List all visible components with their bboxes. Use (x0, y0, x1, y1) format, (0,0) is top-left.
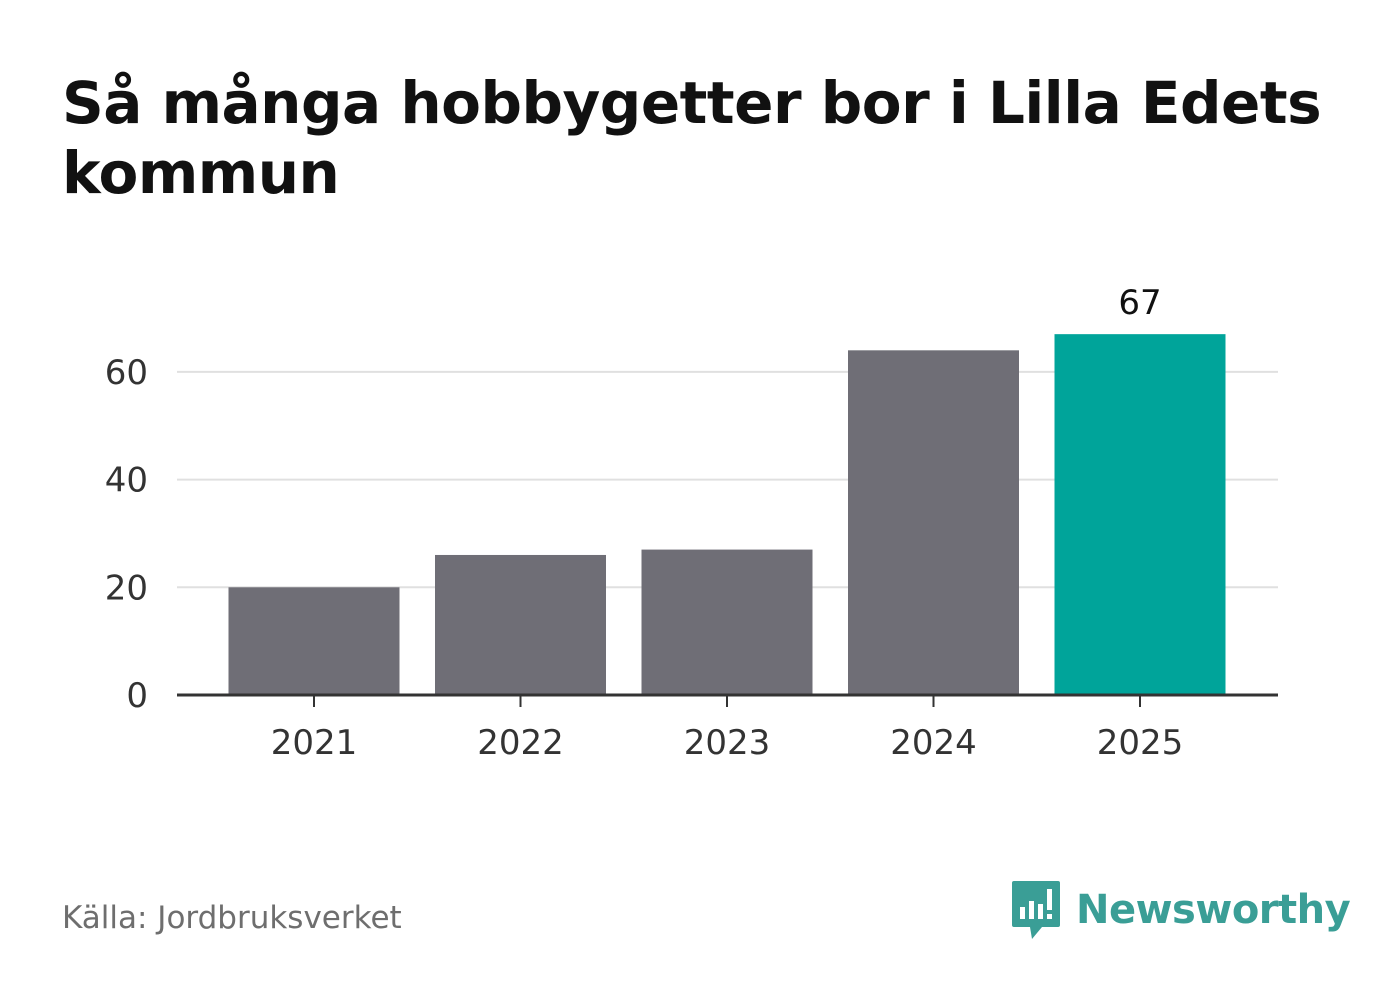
brand-name: Newsworthy (1076, 887, 1351, 933)
brand-logo: Newsworthy (1010, 878, 1351, 942)
bars (228, 334, 1226, 695)
bar-2023 (641, 549, 813, 695)
bar-2024 (848, 350, 1019, 695)
x-axis-ticks: 2021 2022 2023 2024 2025 (271, 695, 1184, 763)
x-tick-label: 2023 (684, 723, 771, 763)
y-tick-label: 60 (105, 353, 148, 393)
bar-2021 (228, 587, 400, 695)
y-axis-ticks: 0 20 40 60 (105, 353, 148, 716)
chart-title: Så många hobbygetter bor i Lilla Edets k… (62, 69, 1322, 207)
data-label-2025: 67 (1118, 283, 1161, 323)
x-tick-label: 2021 (271, 723, 358, 763)
newsworthy-logo-icon (1012, 881, 1060, 939)
bar-2022 (435, 554, 606, 695)
x-tick-label: 2022 (477, 723, 564, 763)
y-tick-label: 0 (126, 676, 148, 716)
y-tick-label: 20 (105, 568, 148, 608)
x-tick-label: 2024 (890, 723, 977, 763)
bar-2025 (1054, 334, 1226, 695)
x-tick-label: 2025 (1097, 723, 1184, 763)
y-tick-label: 40 (105, 461, 148, 501)
data-labels: 67 (1118, 283, 1161, 323)
source-note: Källa: Jordbruksverket (62, 900, 402, 936)
